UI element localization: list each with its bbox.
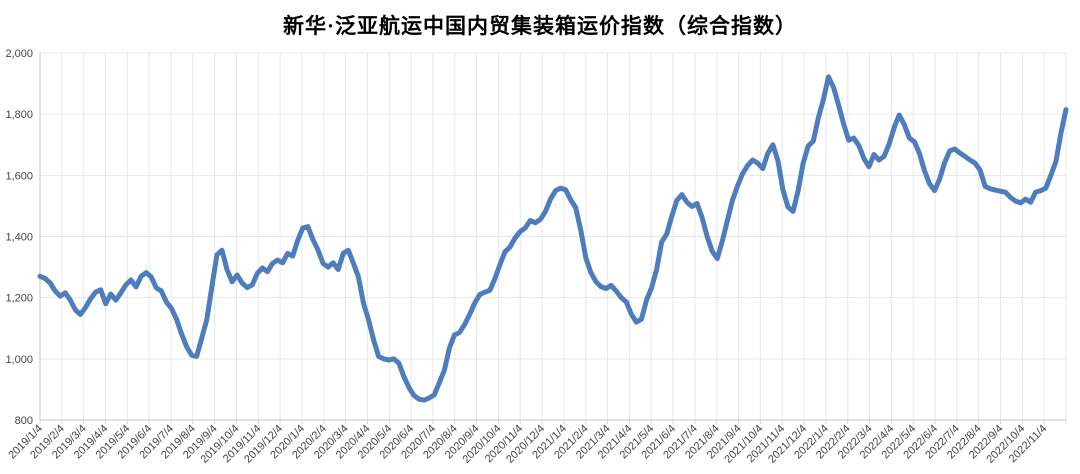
axes — [39, 53, 1066, 421]
y-tick-label: 1,400 — [5, 232, 33, 244]
index-line-series — [37, 74, 1069, 403]
y-tick-label: 1,000 — [5, 354, 33, 366]
composite-index-line — [37, 74, 1069, 403]
x-axis-labels: 2019/1/42019/2/42019/3/42019/4/42019/5/4… — [6, 423, 1049, 466]
y-tick-label: 800 — [15, 415, 33, 427]
y-axis-labels: 2,000 1,800 1,600 1,400 1,200 1,000 800 — [5, 48, 33, 427]
gridlines — [39, 52, 1067, 424]
y-tick-label: 1,800 — [5, 109, 33, 121]
chart-title: 新华·泛亚航运中国内贸集装箱运价指数（综合指数） — [282, 14, 797, 38]
y-tick-label: 1,200 — [5, 293, 33, 305]
y-tick-label: 2,000 — [5, 48, 33, 60]
y-tick-label: 1,600 — [5, 170, 33, 182]
